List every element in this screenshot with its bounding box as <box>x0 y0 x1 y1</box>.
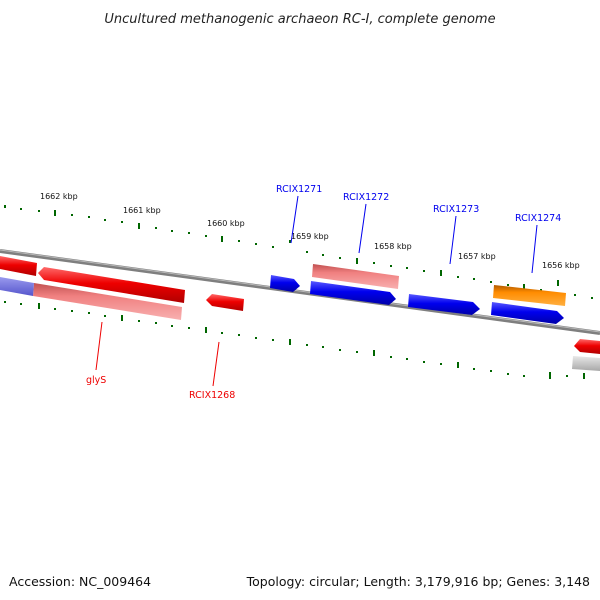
gene-rcix1272-feature[interactable] <box>310 281 396 305</box>
gene-rcix1273-feature[interactable] <box>408 294 480 315</box>
tick-label: 1660 kbp <box>207 219 245 228</box>
gene-feature-other[interactable] <box>572 356 600 371</box>
gene-feature-pseudo-forward[interactable] <box>0 277 34 296</box>
leader-line-rcix1268 <box>212 341 220 387</box>
gene-feature-reverse[interactable] <box>0 256 37 276</box>
gene-feature-reverse[interactable] <box>574 339 600 354</box>
leader-line-rcix1273 <box>449 215 457 265</box>
genome-title: Uncultured methanogenic archaeon RC-I, c… <box>104 12 495 27</box>
tick-label: 1658 kbp <box>374 242 412 251</box>
upper-tick-track <box>4 205 593 299</box>
gene-feature-pseudo[interactable] <box>33 283 182 320</box>
gene-features <box>0 256 600 371</box>
gene-label-rcix1268[interactable]: RCIX1268 <box>189 390 235 401</box>
genome-backbone-highlight <box>0 249 600 333</box>
genome-backbone <box>0 249 600 335</box>
gene-labels: RCIX1271 RCIX1272 RCIX1273 RCIX1274 glyS… <box>86 184 561 401</box>
tick-label: 1656 kbp <box>542 261 580 270</box>
gene-label-glys[interactable]: glyS <box>86 375 106 386</box>
gene-label-leaders <box>95 195 538 387</box>
leader-line-rcix1274 <box>531 224 538 274</box>
leader-line-glys <box>95 321 103 371</box>
leader-line-rcix1272 <box>358 203 367 254</box>
gene-label-rcix1271[interactable]: RCIX1271 <box>276 184 322 195</box>
scale-tick-labels: 1662 kbp 1661 kbp 1660 kbp 1659 kbp 1658… <box>40 192 580 270</box>
gene-rcix1274-feature[interactable] <box>491 302 564 324</box>
gene-feature-pseudo[interactable] <box>312 264 399 289</box>
gene-rcix1271-feature[interactable] <box>270 275 300 292</box>
genome-summary-text: Topology: circular; Length: 3,179,916 bp… <box>246 574 590 589</box>
leader-line-rcix1271 <box>290 195 299 244</box>
tick-label: 1659 kbp <box>291 232 329 241</box>
lower-tick-track <box>4 301 585 379</box>
tick-label: 1661 kbp <box>123 206 161 215</box>
tick-label: 1662 kbp <box>40 192 78 201</box>
gene-rcix1268-feature[interactable] <box>206 294 244 311</box>
gene-label-rcix1272[interactable]: RCIX1272 <box>343 192 389 203</box>
tick-label: 1657 kbp <box>458 252 496 261</box>
gene-feature-highlight[interactable] <box>493 285 566 306</box>
accession-text: Accession: NC_009464 <box>9 574 151 589</box>
gene-glys-feature[interactable] <box>38 267 185 303</box>
gene-label-rcix1273[interactable]: RCIX1273 <box>433 204 479 215</box>
gene-label-rcix1274[interactable]: RCIX1274 <box>515 213 561 224</box>
